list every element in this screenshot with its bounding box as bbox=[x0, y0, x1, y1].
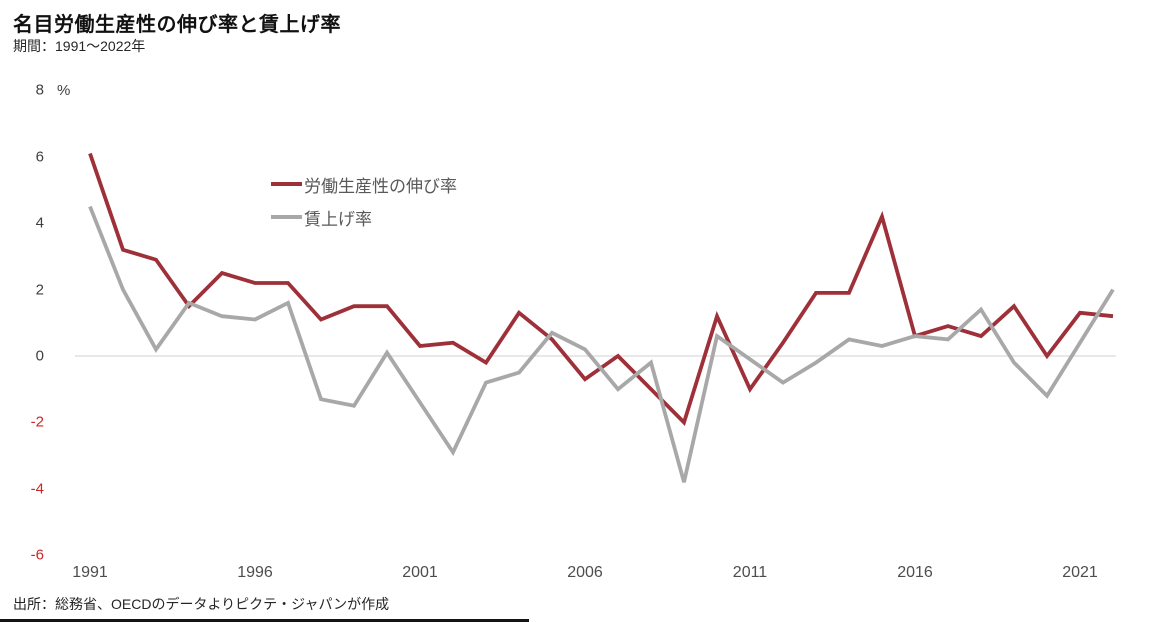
y-tick-label: 8 bbox=[35, 81, 44, 99]
source-note: 出所：総務省、OECDのデータよりピクテ・ジャパンが作成 bbox=[13, 596, 390, 612]
legend-row-wage: 賃上げ率 bbox=[271, 206, 457, 229]
productivity-line bbox=[88, 152, 1114, 426]
y-tick-label: 0 bbox=[35, 347, 44, 365]
y-tick-label: -4 bbox=[30, 480, 44, 498]
wage-line-swatch bbox=[271, 215, 302, 219]
legend-row-productivity: 労働生産性の伸び率 bbox=[271, 173, 457, 196]
page-title: 名目労働生産性の伸び率と賃上げ率 bbox=[13, 14, 341, 36]
x-tick-label: 2006 bbox=[567, 564, 603, 581]
y-tick-label: 4 bbox=[35, 214, 44, 232]
x-tick-label: 2011 bbox=[732, 564, 768, 581]
bottom-footer-bar bbox=[0, 619, 529, 622]
legend-label-wage: 賃上げ率 bbox=[304, 209, 372, 229]
x-tick-label: 2016 bbox=[897, 564, 933, 581]
chart-period-subtitle: 期間：1991～2022年 bbox=[13, 38, 146, 54]
y-tick-label: 6 bbox=[35, 148, 44, 166]
legend-label-productivity: 労働生産性の伸び率 bbox=[304, 176, 457, 196]
y-tick-label: -2 bbox=[30, 413, 44, 431]
x-tick-label: 1996 bbox=[237, 564, 273, 581]
x-tick-label: 2021 bbox=[1062, 564, 1098, 581]
y-tick-label: -6 bbox=[30, 546, 44, 564]
productivity-line-swatch bbox=[271, 182, 302, 186]
wage-line bbox=[88, 205, 1115, 483]
x-tick-label: 2001 bbox=[402, 564, 438, 581]
y-tick-label: 2 bbox=[35, 281, 44, 299]
x-tick-label: 1991 bbox=[72, 564, 108, 581]
y-axis-unit-label: % bbox=[57, 82, 71, 99]
legend: 労働生産性の伸び率 賃上げ率 bbox=[271, 173, 457, 239]
